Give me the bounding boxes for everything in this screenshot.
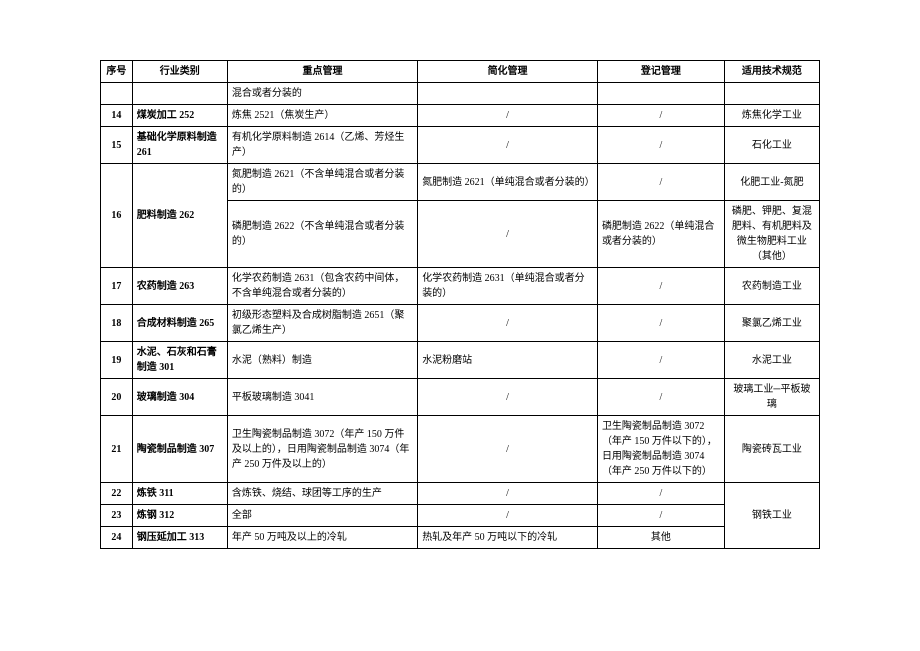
table-header-row: 序号 行业类别 重点管理 简化管理 登记管理 适用技术规范 bbox=[101, 61, 820, 83]
table-row: 混合或者分装的 bbox=[101, 83, 820, 105]
table-row: 15 基础化学原料制造 261 有机化学原料制造 2614（乙烯、芳烃生产） /… bbox=[101, 127, 820, 164]
cell bbox=[597, 83, 724, 105]
cell: 水泥工业 bbox=[724, 342, 819, 379]
cell-num: 17 bbox=[101, 268, 133, 305]
table-row: 20 玻璃制造 304 平板玻璃制造 3041 / / 玻璃工业─平板玻璃 bbox=[101, 379, 820, 416]
cell: / bbox=[597, 164, 724, 201]
cell: 氮肥制造 2621（不含单纯混合或者分装的） bbox=[227, 164, 417, 201]
table-row: 24 钢压延加工 313 年产 50 万吨及以上的冷轧 热轧及年产 50 万吨以… bbox=[101, 527, 820, 549]
cell-cat: 基础化学原料制造 261 bbox=[132, 127, 227, 164]
table-row: 19 水泥、石灰和石膏制造 301 水泥（熟料）制造 水泥粉磨站 / 水泥工业 bbox=[101, 342, 820, 379]
cell: / bbox=[418, 505, 598, 527]
cell: / bbox=[418, 416, 598, 483]
header-num: 序号 bbox=[101, 61, 133, 83]
cell-num: 23 bbox=[101, 505, 133, 527]
table-row: 16 肥料制造 262 氮肥制造 2621（不含单纯混合或者分装的） 氮肥制造 … bbox=[101, 164, 820, 201]
cell: 炼焦化学工业 bbox=[724, 105, 819, 127]
cell bbox=[418, 83, 598, 105]
cell: 年产 50 万吨及以上的冷轧 bbox=[227, 527, 417, 549]
cell: 热轧及年产 50 万吨以下的冷轧 bbox=[418, 527, 598, 549]
cell bbox=[132, 83, 227, 105]
cell-num: 22 bbox=[101, 483, 133, 505]
cell: / bbox=[418, 127, 598, 164]
table-row: 21 陶瓷制品制造 307 卫生陶瓷制品制造 3072（年产 150 万件及以上… bbox=[101, 416, 820, 483]
cell: 陶瓷砖瓦工业 bbox=[724, 416, 819, 483]
cell-num: 24 bbox=[101, 527, 133, 549]
cell-cat: 合成材料制造 265 bbox=[132, 305, 227, 342]
cell: 水泥（熟料）制造 bbox=[227, 342, 417, 379]
table-row: 17 农药制造 263 化学农药制造 2631（包含农药中间体，不含单纯混合或者… bbox=[101, 268, 820, 305]
cell: 全部 bbox=[227, 505, 417, 527]
cell: 钢铁工业 bbox=[724, 483, 819, 549]
cell: / bbox=[597, 483, 724, 505]
cell-cat: 钢压延加工 313 bbox=[132, 527, 227, 549]
cell: 磷肥、钾肥、复混肥料、有机肥料及微生物肥料工业（其他） bbox=[724, 201, 819, 268]
cell: 卫生陶瓷制品制造 3072（年产 150 万件以下的），日用陶瓷制品制造 307… bbox=[597, 416, 724, 483]
header-simp-mgmt: 简化管理 bbox=[418, 61, 598, 83]
cell bbox=[101, 83, 133, 105]
table-row: 22 炼铁 311 含炼铁、烧结、球团等工序的生产 / / 钢铁工业 bbox=[101, 483, 820, 505]
cell-num: 19 bbox=[101, 342, 133, 379]
table-row: 18 合成材料制造 265 初级形态塑料及合成树脂制造 2651（聚氯乙烯生产）… bbox=[101, 305, 820, 342]
cell-cat: 煤炭加工 252 bbox=[132, 105, 227, 127]
cell: / bbox=[597, 105, 724, 127]
cell: 初级形态塑料及合成树脂制造 2651（聚氯乙烯生产） bbox=[227, 305, 417, 342]
cell: / bbox=[597, 505, 724, 527]
cell: / bbox=[418, 105, 598, 127]
cell: / bbox=[597, 305, 724, 342]
cell: / bbox=[418, 379, 598, 416]
cell: 含炼铁、烧结、球团等工序的生产 bbox=[227, 483, 417, 505]
header-tech-spec: 适用技术规范 bbox=[724, 61, 819, 83]
cell-cat: 玻璃制造 304 bbox=[132, 379, 227, 416]
cell: 平板玻璃制造 3041 bbox=[227, 379, 417, 416]
cell: / bbox=[597, 268, 724, 305]
cell: 混合或者分装的 bbox=[227, 83, 417, 105]
header-reg-mgmt: 登记管理 bbox=[597, 61, 724, 83]
cell: / bbox=[597, 127, 724, 164]
cell: 化肥工业-氮肥 bbox=[724, 164, 819, 201]
cell: 农药制造工业 bbox=[724, 268, 819, 305]
cell: 炼焦 2521（焦炭生产） bbox=[227, 105, 417, 127]
cell: 聚氯乙烯工业 bbox=[724, 305, 819, 342]
cell: 化学农药制造 2631（包含农药中间体，不含单纯混合或者分装的） bbox=[227, 268, 417, 305]
header-category: 行业类别 bbox=[132, 61, 227, 83]
cell: 化学农药制造 2631（单纯混合或者分装的） bbox=[418, 268, 598, 305]
cell-cat: 炼钢 312 bbox=[132, 505, 227, 527]
industry-table: 序号 行业类别 重点管理 简化管理 登记管理 适用技术规范 混合或者分装的 14… bbox=[100, 60, 820, 549]
cell: 水泥粉磨站 bbox=[418, 342, 598, 379]
cell: 其他 bbox=[597, 527, 724, 549]
cell: 磷肥制造 2622（单纯混合或者分装的） bbox=[597, 201, 724, 268]
cell bbox=[724, 83, 819, 105]
cell: 氮肥制造 2621（单纯混合或者分装的） bbox=[418, 164, 598, 201]
cell-num: 20 bbox=[101, 379, 133, 416]
cell-num: 15 bbox=[101, 127, 133, 164]
cell: 石化工业 bbox=[724, 127, 819, 164]
table-row: 23 炼钢 312 全部 / / bbox=[101, 505, 820, 527]
cell: 磷肥制造 2622（不含单纯混合或者分装的） bbox=[227, 201, 417, 268]
cell-cat: 陶瓷制品制造 307 bbox=[132, 416, 227, 483]
cell: / bbox=[418, 305, 598, 342]
cell-cat: 炼铁 311 bbox=[132, 483, 227, 505]
cell-cat: 水泥、石灰和石膏制造 301 bbox=[132, 342, 227, 379]
cell: 玻璃工业─平板玻璃 bbox=[724, 379, 819, 416]
cell: / bbox=[597, 379, 724, 416]
cell-num: 16 bbox=[101, 164, 133, 268]
cell-num: 18 bbox=[101, 305, 133, 342]
table-row: 14 煤炭加工 252 炼焦 2521（焦炭生产） / / 炼焦化学工业 bbox=[101, 105, 820, 127]
cell: / bbox=[597, 342, 724, 379]
cell-num: 14 bbox=[101, 105, 133, 127]
cell: / bbox=[418, 483, 598, 505]
cell: / bbox=[418, 201, 598, 268]
cell-cat: 肥料制造 262 bbox=[132, 164, 227, 268]
cell-cat: 农药制造 263 bbox=[132, 268, 227, 305]
cell-num: 21 bbox=[101, 416, 133, 483]
cell: 有机化学原料制造 2614（乙烯、芳烃生产） bbox=[227, 127, 417, 164]
header-key-mgmt: 重点管理 bbox=[227, 61, 417, 83]
cell: 卫生陶瓷制品制造 3072（年产 150 万件及以上的），日用陶瓷制品制造 30… bbox=[227, 416, 417, 483]
